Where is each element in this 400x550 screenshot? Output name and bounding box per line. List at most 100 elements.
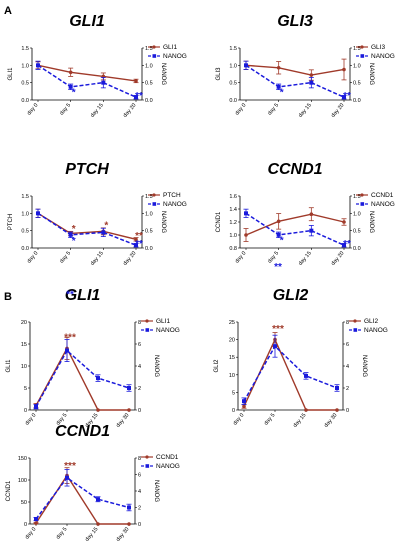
data-point [68,232,73,237]
data-point [134,79,138,83]
data-point [276,84,281,89]
chart-title: GLI1 [69,13,105,30]
y-tick-label-left: 0.8 [229,246,237,252]
data-point [68,84,73,89]
y-tick-label-right: 0.5 [353,229,361,235]
data-point [65,475,69,480]
significance-marker: ** [135,91,143,102]
series-line [245,64,345,98]
data-point [342,67,346,72]
x-tick-label: day 0 [26,250,39,264]
y-tick-label-right: 0.0 [353,98,361,104]
x-tick-label: day 5 [59,102,72,116]
significance-marker: *** [272,324,284,335]
y-tick-label-right: 4 [138,364,141,370]
y-tick-label-left: 100 [18,478,27,484]
y-tick-label-left: 150 [18,456,27,462]
y-tick-label-right: 8 [346,320,349,326]
data-point [273,344,277,349]
data-point [276,219,281,224]
y-tick-label-left: 0.5 [229,81,237,87]
data-point [242,404,246,409]
x-tick-label: day 15 [90,250,105,267]
y-axis-label-left: PTCH [8,214,14,230]
significance-marker: ** [66,290,74,301]
series-line [243,337,337,411]
x-tick-label: day 20 [330,250,345,267]
chart-a-ptch: PTCH 0.0 0.5 1.0 1.5 0.0 0.5 1.0 1.5 day 0 day 5 da… [8,161,187,267]
legend-marker [145,455,149,459]
series-line [245,213,345,236]
legend-marker [360,193,364,197]
x-tick-label: day 5 [55,526,68,540]
series-line [243,344,338,402]
y-tick-label-left: 1.0 [21,211,29,217]
significance-marker: * [104,220,108,231]
section-label-b: B [4,291,12,303]
x-tick-label: day 0 [232,412,245,426]
data-point [276,65,281,70]
significance-marker: * [72,87,76,98]
y-tick-label-right: 0.0 [353,246,361,252]
series-line [245,212,345,246]
significance-marker: *** [64,461,76,472]
x-tick-label: day 30 [115,412,130,429]
legend-marker [145,319,149,323]
series-line [35,346,129,411]
y-tick-label-right: 6 [138,342,141,348]
data-point [304,408,308,412]
y-tick-label-left: 1.5 [229,46,237,52]
y-tick-label-left: 1.5 [21,46,29,52]
y-axis-label-right: NANOG [153,480,159,502]
y-tick-label-right: 1.0 [145,211,153,217]
y-tick-label-left: 1.4 [229,207,237,213]
data-point [309,73,314,77]
x-tick-label: day 20 [330,102,345,119]
y-axis-label-right: NANOG [160,211,166,233]
data-point [276,232,281,237]
significance-marker: *** [64,332,76,343]
legend-label: GLI1 [163,44,177,51]
legend-label: NANOG [371,201,395,208]
significance-marker: * [72,224,76,235]
chart-a-gli3: GLI3 0.0 0.5 1.0 1.5 0.0 0.5 1.0 1.5 day 0 day 5 da… [216,13,395,119]
legend-label: NANOG [156,463,180,470]
series-gli1 [35,61,139,84]
data-point [244,233,248,237]
series-nanog [243,60,347,100]
data-point [244,211,248,216]
y-tick-label-right: 2 [138,386,141,392]
data-point [242,399,246,404]
y-tick-label-right: 0 [138,522,141,528]
y-tick-label-right: 2 [346,386,349,392]
significance-marker: ** [135,239,143,250]
y-tick-label-right: 0.5 [145,229,153,235]
y-tick-label-right: 1.5 [353,46,361,52]
data-point [96,376,100,381]
y-axis-label-left: GLI3 [216,67,222,81]
data-point [96,522,100,526]
legend-label: NANOG [364,327,388,334]
significance-marker: * [72,236,76,247]
data-point [34,521,38,525]
y-tick-label-left: 1.2 [229,220,237,226]
series-line [37,64,137,98]
series-line [35,474,129,525]
y-tick-label-left: 0.5 [21,81,29,87]
legend-label: GLI1 [156,318,170,325]
chart-title: GLI1 [65,287,101,304]
series-nanog [35,208,139,248]
legend-label: NANOG [371,53,395,60]
data-point [65,348,69,353]
series-ptch [35,208,139,242]
y-tick-label-right: 4 [138,489,141,495]
series-ccnd1 [33,467,131,526]
series-line [37,212,137,246]
data-point [134,243,138,248]
data-point [134,237,138,242]
series-line [37,64,137,82]
legend-marker [152,45,156,49]
y-tick-label-left: 0 [232,408,235,414]
significance-marker: * [280,87,284,98]
